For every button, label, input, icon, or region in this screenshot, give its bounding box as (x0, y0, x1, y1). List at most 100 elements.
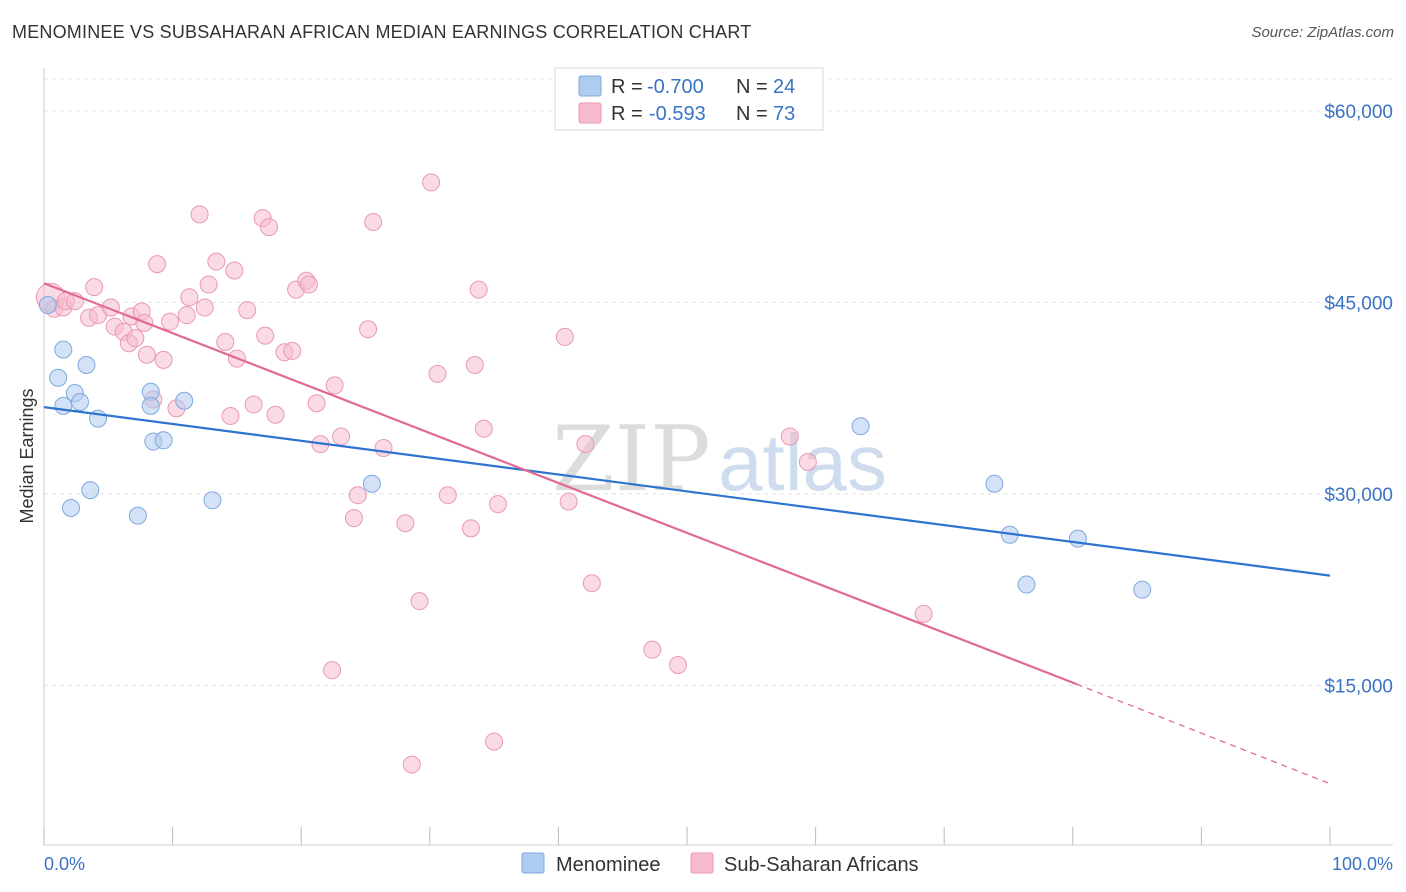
sub-saharan-point-63 (402, 755, 421, 774)
sub-saharan-point-20 (161, 312, 180, 331)
sub-saharan-point-68 (582, 574, 601, 593)
series-legend-swatch-sub-saharan (690, 852, 714, 874)
sub-saharan-point-48 (348, 486, 367, 505)
y-tick-label-60000: $60,000 (1324, 102, 1393, 123)
x-tick-label-min: 0.0% (44, 854, 85, 874)
menominee-point-22 (1017, 575, 1036, 594)
menominee-point-6 (71, 392, 90, 411)
sub-saharan-point-54 (422, 173, 441, 192)
sub-saharan-point-59 (469, 280, 488, 299)
sub-saharan-point-73 (914, 604, 933, 623)
menominee-point-8 (81, 481, 100, 500)
legend-swatch-menominee (578, 75, 602, 97)
sub-saharan-point-16 (137, 345, 156, 364)
series-legend-swatch-menominee (521, 852, 545, 874)
x-ticks (43, 827, 1331, 845)
sub-saharan-point-32 (238, 301, 257, 320)
sub-saharan-point-61 (485, 732, 504, 751)
menominee-point-16 (203, 491, 222, 510)
legend-r-value-1: -0.700 (647, 76, 704, 98)
menominee-point-12 (141, 396, 160, 415)
sub-saharan-point-39 (283, 341, 302, 360)
sub-saharan-point-52 (396, 514, 415, 533)
menominee-point-23 (1133, 580, 1152, 599)
sub-saharan-point-19 (154, 350, 173, 369)
menominee-point-4 (62, 498, 81, 517)
menominee-point-10 (128, 506, 147, 525)
series-legend-label-sub-saharan: Sub-Saharan Africans (724, 854, 919, 876)
sub-saharan-point-33 (244, 395, 263, 414)
legend-n-value-2: 73 (773, 103, 795, 125)
menominee-point-1 (49, 368, 68, 387)
sub-saharan-points (35, 173, 933, 774)
sub-saharan-point-65 (555, 327, 574, 346)
sub-saharan-point-66 (559, 492, 578, 511)
sub-saharan-point-46 (332, 427, 351, 446)
sub-saharan-point-23 (180, 288, 199, 307)
sub-saharan-point-58 (465, 355, 484, 374)
sub-saharan-point-42 (299, 275, 318, 294)
legend-r-value-2: -0.593 (649, 103, 706, 125)
y-tick-label-30000: $30,000 (1324, 485, 1393, 506)
legend-n-label-1: N = (736, 76, 768, 98)
sub-saharan-point-49 (359, 320, 378, 339)
series-legend-label-menominee: Menominee (556, 854, 661, 876)
menominee-point-3 (54, 340, 73, 359)
sub-saharan-point-30 (225, 261, 244, 280)
sub-saharan-point-64 (323, 661, 342, 680)
watermark-zip: ZIP (552, 407, 711, 512)
menominee-trend-line (43, 406, 1331, 577)
sub-saharan-point-13 (126, 329, 145, 348)
sub-saharan-point-47 (344, 509, 363, 528)
y-tick-labels: $15,000 $30,000 $45,000 $60,000 (1324, 102, 1393, 698)
y-tick-label-45000: $45,000 (1324, 293, 1393, 314)
menominee-point-21 (1068, 529, 1087, 548)
sub-saharan-point-71 (780, 427, 799, 446)
menominee-point-15 (175, 391, 194, 410)
sub-saharan-point-36 (260, 218, 279, 237)
legend: R = -0.700 N = 24 R = -0.593 N = 73 (554, 67, 824, 131)
sub-saharan-trend-line (43, 282, 1078, 686)
sub-saharan-point-57 (461, 519, 480, 538)
y-tick-label-15000: $15,000 (1324, 676, 1393, 697)
sub-saharan-point-72 (798, 453, 817, 471)
menominee-point-18 (851, 417, 870, 436)
sub-saharan-point-22 (177, 306, 196, 325)
legend-r-label-1: R = (611, 76, 643, 98)
legend-n-value-1: 24 (773, 76, 795, 98)
menominee-point-7 (77, 355, 96, 374)
sub-saharan-point-51 (374, 438, 393, 457)
sub-saharan-point-29 (221, 407, 240, 426)
series-legend: Menominee Sub-Saharan Africans (521, 852, 919, 876)
sub-saharan-point-62 (488, 495, 507, 514)
gridlines (44, 78, 1393, 686)
sub-saharan-point-28 (216, 332, 235, 351)
sub-saharan-point-24 (190, 205, 209, 224)
sub-saharan-point-45 (325, 376, 344, 395)
sub-saharan-point-60 (474, 419, 493, 438)
menominee-point-17 (362, 474, 381, 493)
source-label: Source: ZipAtlas.com (1251, 24, 1394, 41)
sub-saharan-trend-extension (1076, 683, 1331, 785)
menominee-point-0 (38, 295, 57, 314)
sub-saharan-point-37 (266, 405, 285, 424)
sub-saharan-point-26 (199, 275, 218, 294)
menominee-points (38, 295, 1152, 599)
axes (43, 68, 1393, 846)
sub-saharan-point-50 (364, 212, 383, 231)
sub-saharan-point-67 (576, 435, 595, 454)
chart-title: MENOMINEE VS SUBSAHARAN AFRICAN MEDIAN E… (12, 22, 752, 42)
menominee-point-14 (154, 431, 173, 450)
sub-saharan-point-27 (207, 252, 226, 271)
trend-lines (43, 282, 1331, 785)
x-tick-label-max: 100.0% (1332, 854, 1393, 874)
legend-r-label-2: R = (611, 103, 643, 125)
y-axis-title: Median Earnings (17, 388, 37, 523)
sub-saharan-point-56 (438, 486, 457, 505)
sub-saharan-point-55 (428, 364, 447, 383)
sub-saharan-point-18 (148, 255, 167, 274)
sub-saharan-point-69 (643, 640, 662, 659)
menominee-point-19 (985, 474, 1004, 493)
legend-swatch-sub-saharan (578, 102, 602, 124)
